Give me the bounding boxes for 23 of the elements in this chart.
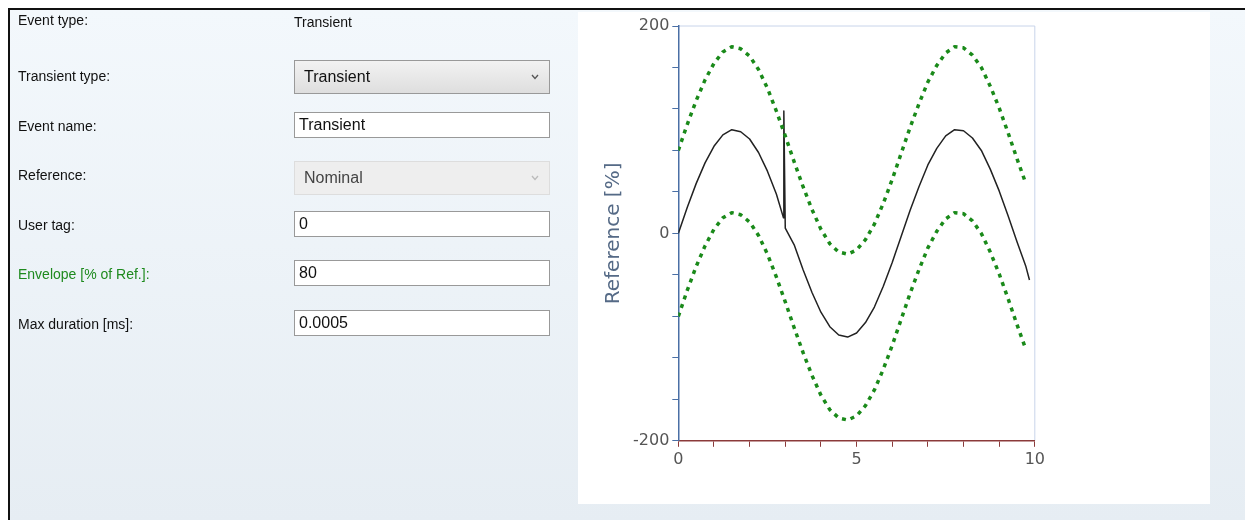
text: User tag: bbox=[18, 216, 75, 233]
y-tick-label: 0 bbox=[659, 222, 670, 242]
text: Envelope [% of Ref.]: bbox=[18, 266, 150, 282]
text: Transient bbox=[299, 115, 366, 133]
y-tick-label: -200 bbox=[633, 429, 670, 449]
text: Transient bbox=[294, 14, 352, 30]
text: 0 bbox=[299, 214, 308, 232]
line-series bbox=[678, 210, 1028, 422]
text: Reference: bbox=[18, 167, 87, 183]
y-axis-title: Reference [%] bbox=[600, 162, 625, 305]
text: Transient bbox=[304, 68, 371, 85]
text: Nominal bbox=[304, 169, 363, 186]
text: Transient type: bbox=[18, 68, 111, 84]
text: 0.0005 bbox=[299, 313, 348, 331]
line-series bbox=[678, 44, 1028, 256]
text: Event name: bbox=[18, 117, 97, 134]
x-tick-label: 0 bbox=[673, 448, 684, 468]
text: 80 bbox=[299, 264, 317, 281]
text: Max duration [ms]: bbox=[18, 315, 134, 332]
x-tick-label: 5 bbox=[851, 448, 862, 468]
x-tick-label: 10 bbox=[1024, 448, 1045, 468]
y-tick-label: 200 bbox=[638, 15, 670, 35]
text: Event type: bbox=[18, 12, 89, 28]
